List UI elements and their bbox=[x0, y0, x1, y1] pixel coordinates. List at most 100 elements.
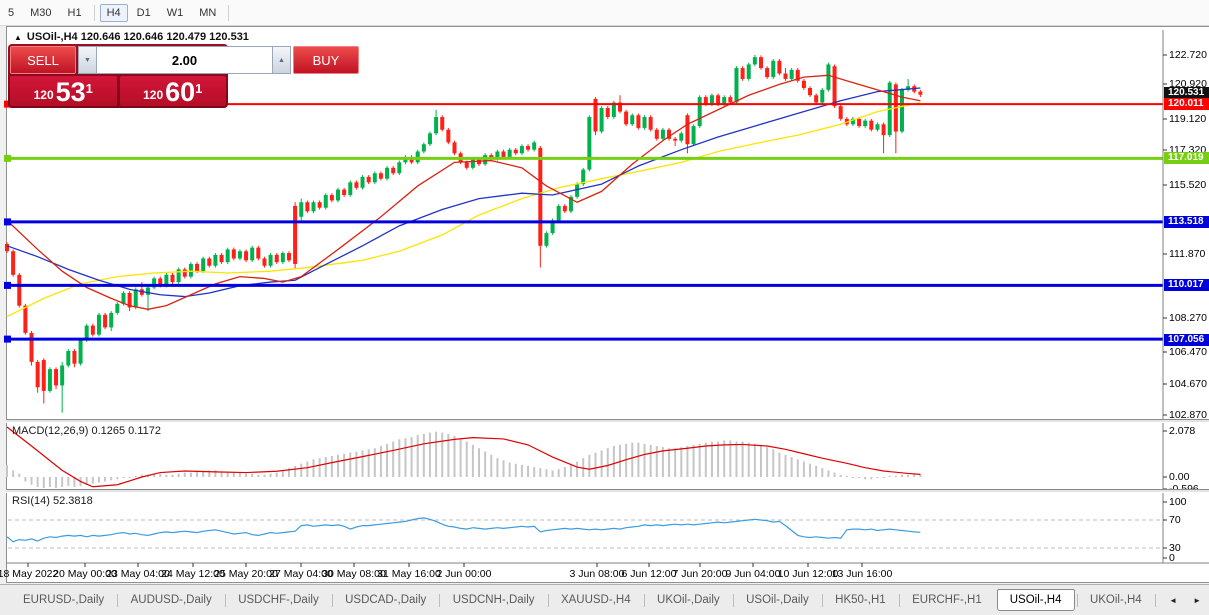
macd-histogram-bar bbox=[85, 477, 88, 485]
macd-histogram-bar bbox=[858, 477, 861, 479]
macd-histogram-bar bbox=[612, 446, 615, 477]
tab-hk50-h1[interactable]: HK50-,H1 bbox=[835, 594, 886, 606]
symbol-tab-bar: EURUSD-,Daily AUDUSD-,Daily USDCHF-,Daily U… bbox=[0, 584, 1209, 615]
candle-body bbox=[464, 162, 469, 168]
tab-ukoil-daily[interactable]: UKOil-,Daily bbox=[657, 594, 720, 606]
macd-histogram-bar bbox=[870, 477, 873, 480]
volume-increase-icon[interactable]: ▲ bbox=[272, 46, 291, 74]
macd-histogram-bar bbox=[533, 467, 536, 477]
timeframe-h1[interactable]: H1 bbox=[67, 6, 82, 19]
candle-body bbox=[244, 251, 249, 261]
candle-body bbox=[256, 247, 261, 259]
timeframe-w1[interactable]: W1 bbox=[166, 6, 184, 19]
tab-scroll-left-icon[interactable]: ◄ bbox=[1169, 595, 1178, 605]
candle-body bbox=[176, 269, 181, 283]
candle-body bbox=[850, 118, 855, 125]
candle-body bbox=[372, 173, 377, 183]
bid-quote[interactable]: 120 53 1 bbox=[10, 76, 117, 106]
macd-histogram-bar bbox=[600, 450, 603, 477]
candle-body bbox=[648, 117, 653, 130]
buy-button[interactable]: BUY bbox=[293, 46, 359, 74]
tab-usdchf-daily[interactable]: USDCHF-,Daily bbox=[238, 594, 319, 606]
candle-body bbox=[599, 107, 604, 132]
rsi-splitter[interactable] bbox=[6, 489, 1209, 493]
tab-eurusd-daily[interactable]: EURUSD-,Daily bbox=[23, 594, 105, 606]
candle-body bbox=[60, 365, 65, 386]
macd-histogram-bar bbox=[165, 474, 168, 477]
macd-histogram-bar bbox=[576, 461, 579, 477]
macd-histogram-bar bbox=[447, 433, 450, 477]
candle-body bbox=[158, 278, 163, 286]
tab-audusd-daily[interactable]: AUDUSD-,Daily bbox=[130, 594, 212, 606]
price-axis-label: 111.870 bbox=[1169, 248, 1206, 260]
timeframe-m30[interactable]: M30 bbox=[30, 6, 52, 19]
macd-histogram-bar bbox=[245, 473, 248, 477]
timeframe-d1[interactable]: D1 bbox=[136, 6, 151, 19]
macd-histogram-bar bbox=[527, 465, 530, 477]
macd-axis-label: 0.00 bbox=[1169, 471, 1190, 483]
sell-button[interactable]: SELL bbox=[10, 46, 76, 74]
candle-body bbox=[195, 263, 200, 272]
macd-histogram-bar bbox=[379, 446, 382, 477]
tab-usoil-daily[interactable]: USOil-,Daily bbox=[746, 594, 809, 606]
price-axis-label: 108.270 bbox=[1169, 312, 1207, 324]
macd-splitter[interactable] bbox=[6, 419, 1209, 423]
macd-histogram-bar bbox=[692, 444, 695, 477]
macd-histogram-bar bbox=[845, 475, 848, 477]
macd-histogram-bar bbox=[514, 463, 517, 477]
candle-body bbox=[103, 314, 108, 328]
macd-histogram-bar bbox=[563, 467, 566, 477]
candle-body bbox=[17, 274, 22, 306]
tab-usdcad-daily[interactable]: USDCAD-,Daily bbox=[345, 594, 427, 606]
volume-stepper: ▼ ▲ bbox=[78, 46, 291, 74]
macd-signal-line bbox=[6, 426, 921, 488]
macd-histogram-bar bbox=[478, 448, 481, 477]
tab-eurchf-h1[interactable]: EURCHF-,H1 bbox=[912, 594, 982, 606]
macd-histogram-bar bbox=[55, 477, 58, 489]
tab-usoil-h4[interactable]: USOil-,H4 bbox=[996, 589, 1075, 611]
macd-histogram-bar bbox=[698, 443, 701, 477]
timeframe-5[interactable]: 5 bbox=[8, 6, 15, 19]
macd-histogram-bar bbox=[196, 471, 199, 477]
macd-histogram-bar bbox=[508, 462, 511, 477]
macd-histogram-bar bbox=[643, 443, 646, 477]
macd-histogram-bar bbox=[680, 447, 683, 477]
ask-quote[interactable]: 120 60 1 bbox=[119, 76, 226, 106]
candle-body bbox=[268, 254, 273, 266]
candle-body bbox=[250, 247, 255, 261]
tab-scroll-right-icon[interactable]: ► bbox=[1193, 595, 1201, 605]
price-badge-120.011: 120.011 bbox=[1164, 98, 1209, 110]
macd-histogram-bar bbox=[717, 441, 720, 477]
volume-decrease-icon[interactable]: ▼ bbox=[78, 46, 97, 74]
candle-body bbox=[673, 138, 678, 141]
macd-histogram-bar bbox=[171, 474, 174, 477]
candle-body bbox=[728, 97, 733, 103]
candle-body bbox=[568, 196, 573, 212]
timeframe-h4[interactable]: H4 bbox=[99, 3, 128, 22]
tab-xauusd-h4[interactable]: XAUUSD-,H4 bbox=[560, 594, 631, 606]
tab-usdcnh-daily[interactable]: USDCNH-,Daily bbox=[452, 594, 535, 606]
macd-histogram-bar bbox=[661, 447, 664, 477]
macd-histogram-bar bbox=[637, 442, 640, 477]
macd-histogram-bar bbox=[674, 448, 677, 477]
rsi-axis-label: 100 bbox=[1169, 496, 1187, 508]
rsi-axis-label: 0 bbox=[1169, 552, 1175, 564]
candle-body bbox=[391, 167, 396, 174]
tab-ukoil-h4[interactable]: UKOil-,H4 bbox=[1089, 594, 1142, 606]
timeframe-mn[interactable]: MN bbox=[199, 6, 217, 19]
macd-histogram-bar bbox=[545, 469, 548, 477]
macd-histogram-bar bbox=[300, 463, 303, 477]
candle-body bbox=[532, 142, 537, 150]
candle-body bbox=[746, 64, 751, 79]
candle-body bbox=[23, 305, 28, 333]
macd-histogram-bar bbox=[839, 474, 842, 477]
level-line-marker bbox=[4, 281, 11, 289]
macd-histogram-bar bbox=[704, 442, 707, 477]
volume-input[interactable] bbox=[97, 46, 272, 74]
macd-histogram-bar bbox=[686, 446, 689, 477]
candle-body bbox=[5, 243, 9, 252]
macd-histogram-bar bbox=[306, 461, 309, 477]
price-axis-label: 106.470 bbox=[1169, 346, 1207, 358]
candle-body bbox=[611, 102, 616, 118]
candle-body bbox=[630, 115, 635, 125]
